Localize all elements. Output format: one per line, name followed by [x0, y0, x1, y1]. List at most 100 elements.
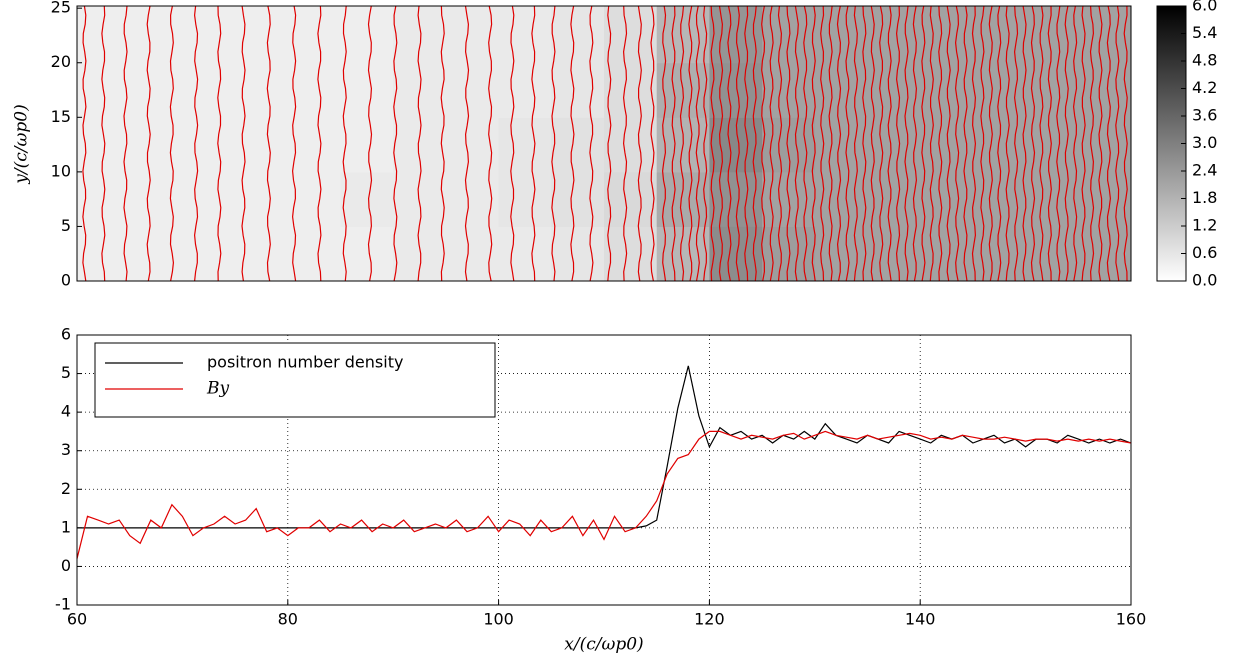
- plot-frame: [76, 5, 1132, 282]
- contour-line: [440, 5, 445, 282]
- colorbar-tick-label: 1.2: [1192, 216, 1217, 235]
- heatmap-cell: [129, 226, 183, 282]
- contour-line: [1039, 5, 1044, 282]
- contour-line: [241, 5, 246, 282]
- heatmap-cell: [709, 226, 763, 282]
- heatmap-cell: [1078, 171, 1132, 227]
- contour-line: [510, 5, 515, 282]
- legend-box: [94, 342, 496, 418]
- contour-line: [1115, 5, 1120, 282]
- contour-line: [637, 5, 642, 282]
- contour-line: [688, 5, 693, 282]
- contour-line: [794, 5, 800, 282]
- heatmap-cell: [287, 226, 341, 282]
- contour-line: [777, 5, 783, 282]
- heatmap-cell: [1078, 6, 1132, 64]
- y-tick-label: 10: [51, 161, 71, 180]
- contour-line: [921, 5, 926, 282]
- y-tick-label: 1: [61, 517, 71, 536]
- heatmap-cell: [709, 6, 763, 64]
- contour-line: [1089, 5, 1095, 282]
- colorbar-tick-label: 3.6: [1192, 106, 1217, 125]
- contour-line: [570, 5, 575, 282]
- contour-line: [1072, 5, 1078, 282]
- contour-line: [710, 5, 715, 282]
- colorbar-tick-label: 5.4: [1192, 23, 1217, 42]
- heatmap-cell: [814, 62, 868, 118]
- heatmap-cell: [340, 62, 394, 118]
- contour-line: [342, 5, 347, 282]
- contour-line: [123, 5, 128, 282]
- colorbar-tick-label: 3.0: [1192, 133, 1217, 152]
- y-axis-label: y/(c/ωp0): [12, 104, 32, 184]
- contour-line: [761, 5, 766, 282]
- heatmap-cell: [182, 226, 236, 282]
- heatmap-cell: [867, 171, 921, 227]
- contour-line: [1106, 5, 1112, 282]
- heatmap-cell: [867, 226, 921, 282]
- colorbar-tick-label: 0.0: [1192, 271, 1217, 290]
- contour-line: [146, 5, 151, 282]
- contour-line: [954, 5, 960, 282]
- heatmap-cell: [604, 6, 658, 64]
- heatmap-cell: [498, 226, 552, 282]
- contour-line: [703, 5, 708, 282]
- contour-line: [266, 5, 271, 282]
- contour-line: [367, 5, 373, 282]
- contour-line: [169, 5, 175, 282]
- y-tick-label: 25: [51, 0, 71, 17]
- contour-line: [82, 5, 87, 282]
- contour-line: [895, 5, 901, 282]
- contour-line: [464, 5, 470, 282]
- contour-line: [718, 5, 724, 282]
- legend-label: By: [206, 379, 229, 399]
- heatmap-cell: [867, 62, 921, 118]
- contour-line: [828, 5, 833, 282]
- heatmap-cell: [182, 171, 236, 227]
- contour-line: [971, 5, 977, 282]
- contour-line: [1030, 5, 1036, 282]
- contour-line: [845, 5, 850, 282]
- y-tick-label: 5: [61, 363, 71, 382]
- heatmap-cell: [972, 171, 1027, 227]
- y-tick-label: 0: [61, 271, 71, 290]
- contour-line: [752, 5, 757, 282]
- heatmap-cell: [287, 171, 341, 227]
- heatmap-cell: [920, 6, 974, 64]
- x-tick-label: 160: [1116, 610, 1147, 629]
- heatmap-cell: [814, 117, 868, 173]
- heatmap-cell: [235, 62, 289, 118]
- contour-line: [980, 5, 985, 282]
- colorbar-tick-label: 1.8: [1192, 188, 1217, 207]
- heatmap-cell: [551, 6, 605, 64]
- x-axis-label: x/(c/ωp0): [564, 635, 643, 655]
- contour-line: [929, 5, 934, 282]
- heatmap-cell: [235, 171, 289, 227]
- contour-line: [695, 5, 700, 282]
- heatmap-cell: [1078, 117, 1132, 173]
- heatmap-cell: [182, 62, 236, 118]
- heatmap-cell: [340, 226, 394, 282]
- contour-line: [803, 5, 808, 282]
- x-tick-label: 140: [905, 610, 936, 629]
- y-tick-label: 4: [61, 402, 71, 421]
- heatmap-cell: [393, 226, 447, 282]
- contour-line: [1005, 5, 1010, 282]
- contour-line: [727, 5, 732, 282]
- colorbar-tick-label: 6.0: [1192, 0, 1217, 15]
- contour-line: [735, 5, 741, 282]
- colorbar-tick-label: 4.8: [1192, 51, 1217, 70]
- heatmap-cell: [340, 6, 394, 64]
- heatmap-cell: [182, 117, 236, 173]
- contour-line: [904, 5, 909, 282]
- series-line: [76, 430, 1132, 559]
- contour-line: [836, 5, 842, 282]
- y-tick-label: 3: [61, 440, 71, 459]
- contour-line: [862, 5, 867, 282]
- contour-line: [488, 5, 493, 282]
- heatmap-cell: [867, 117, 921, 173]
- heatmap-cell: [340, 117, 394, 173]
- contour-line: [551, 5, 556, 282]
